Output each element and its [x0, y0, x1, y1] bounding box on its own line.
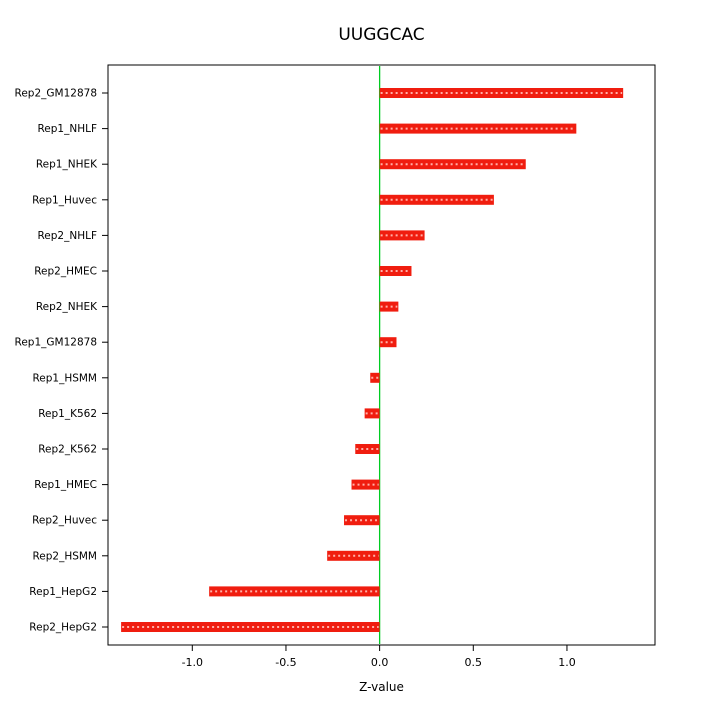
y-tick-label: Rep2_HSMM [32, 550, 97, 562]
x-tick-label: 1.0 [558, 656, 576, 669]
y-tick-label: Rep1_K562 [38, 408, 97, 420]
y-tick-label: Rep2_HMEC [34, 266, 97, 278]
bar-Rep2_HMEC [379, 266, 412, 276]
bar-Rep1_NHLF [379, 123, 577, 134]
bar-Rep1_GM12878 [379, 337, 397, 348]
y-tick-label: Rep2_NHLF [37, 230, 97, 242]
x-tick-label: -0.5 [275, 656, 296, 669]
bar-Rep1_HepG2 [209, 586, 380, 597]
bar-Rep1_HSMM [370, 372, 380, 383]
y-tick-label: Rep2_GM12878 [15, 88, 97, 100]
y-tick-label: Rep1_HSMM [32, 372, 97, 384]
y-tick-label: Rep1_Huvec [32, 194, 97, 206]
y-tick-label: Rep1_HepG2 [29, 586, 97, 598]
chart-title: UUGGCAC [338, 25, 424, 45]
x-tick-label: 0.0 [371, 656, 389, 669]
bar-Rep2_HepG2 [121, 622, 380, 632]
bar-Rep1_HMEC [351, 479, 380, 490]
y-tick-label: Rep1_NHEK [36, 159, 98, 171]
x-tick-label: 0.5 [465, 656, 483, 669]
x-tick-label: -1.0 [182, 656, 203, 669]
bar-Rep1_NHEK [379, 159, 526, 170]
y-tick-label: Rep2_K562 [38, 444, 97, 456]
y-tick-label: Rep1_GM12878 [15, 337, 97, 349]
bar-Rep2_NHEK [379, 301, 399, 312]
plot-border [107, 64, 656, 646]
x-axis-label: Z-value [359, 680, 404, 694]
y-tick-label: Rep2_Huvec [32, 515, 97, 527]
y-tick-label: Rep2_HepG2 [29, 622, 97, 634]
y-tick-label: Rep1_HMEC [34, 479, 97, 491]
y-tick-label: Rep2_NHEK [36, 301, 98, 313]
y-tick-label: Rep1_NHLF [37, 123, 97, 135]
